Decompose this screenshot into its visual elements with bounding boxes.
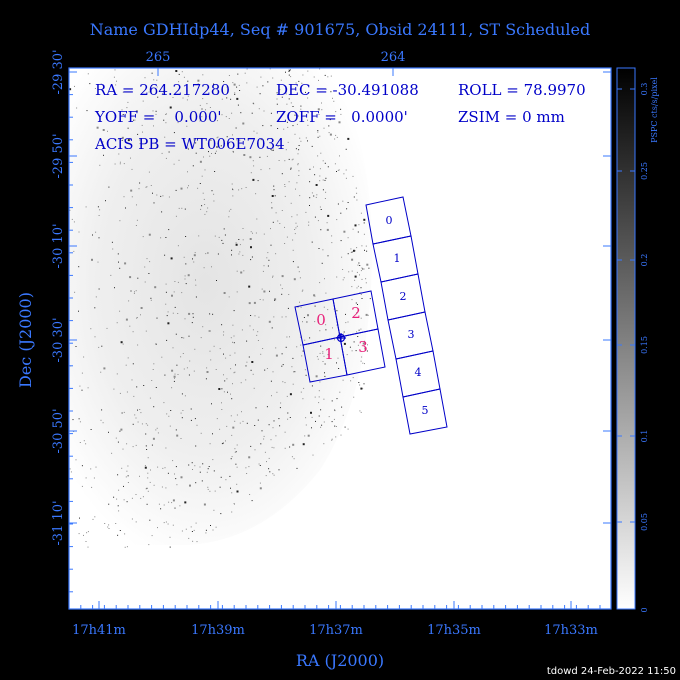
- x-tick-top-264: 264: [381, 50, 406, 65]
- acis-i-array: [294, 290, 386, 383]
- acis-i-chip-labels: 0 2 1 3: [316, 304, 368, 363]
- info-yoff: YOFF = 0.000': [94, 108, 222, 126]
- y-tick-m29-30: -29 30': [51, 49, 66, 94]
- info-dec: DEC = -30.491088: [276, 81, 419, 99]
- cbar-tick-0-15: 0.15: [640, 336, 649, 354]
- acis-s-label-3: 3: [408, 328, 415, 341]
- y-tick-m31-10: -31 10': [51, 500, 66, 545]
- x-axis-label: RA (J2000): [296, 651, 384, 670]
- colorbar-tick-labels: 0.3 0.25 0.2 0.15 0.1 0.05 0: [640, 83, 649, 613]
- x-tick-top-265: 265: [146, 50, 171, 65]
- x-tick-17h39m: 17h39m: [191, 623, 245, 638]
- info-zsim: ZSIM = 0 mm: [458, 108, 565, 126]
- info-acis: ACIS PB = WT006E7034: [94, 135, 285, 153]
- x-tick-17h37m: 17h37m: [309, 623, 363, 638]
- y-tick-m29-50: -29 50': [51, 133, 66, 178]
- cbar-tick-0-05: 0.05: [640, 513, 649, 531]
- aimpoint-marker: [336, 333, 346, 343]
- cbar-tick-0-25: 0.25: [640, 162, 649, 180]
- cbar-tick-0-1: 0.1: [640, 430, 649, 443]
- colorbar-gradient: [617, 68, 635, 609]
- y-tick-m30-10: -30 10': [51, 223, 66, 268]
- axis-ticks: [68, 68, 611, 609]
- acis-s-label-5: 5: [422, 404, 429, 417]
- cbar-tick-0: 0: [640, 607, 649, 612]
- x-tick-17h35m: 17h35m: [427, 623, 481, 638]
- colorbar-frame: [616, 67, 636, 610]
- acis-s-chip-5: [402, 388, 448, 435]
- acis-i-label-2: 2: [351, 304, 361, 322]
- info-zoff: ZOFF = 0.0000': [276, 108, 408, 126]
- cbar-tick-0-2: 0.2: [640, 254, 649, 267]
- x-tick-17h41m: 17h41m: [72, 623, 126, 638]
- plot-title: Name GDHIdp44, Seq # 901675, Obsid 24111…: [90, 20, 591, 39]
- y-tick-m30-30: -30 30': [51, 317, 66, 362]
- colorbar-ticks: [617, 88, 635, 610]
- x-tick-17h33m: 17h33m: [544, 623, 598, 638]
- footer-stamp: tdowd 24-Feb-2022 11:50: [547, 666, 676, 677]
- acis-s-array: [365, 196, 448, 435]
- colorbar-label: PSPC cts/s/pixel: [650, 77, 659, 143]
- acis-s-chip-labels: 0 1 2 3 4 5: [386, 214, 429, 417]
- acis-i-label-1: 1: [324, 345, 334, 363]
- info-roll: ROLL = 78.9970: [458, 81, 586, 99]
- acis-i-label-3: 3: [358, 338, 368, 356]
- cbar-tick-0-3: 0.3: [640, 83, 649, 96]
- acis-s-label-1: 1: [394, 252, 401, 265]
- y-axis-label: Dec (J2000): [16, 292, 35, 388]
- info-ra: RA = 264.217280: [95, 81, 230, 99]
- acis-i-label-0: 0: [316, 311, 326, 329]
- acis-i-chip-3: [339, 328, 386, 376]
- acis-s-label-2: 2: [400, 290, 407, 303]
- rosat-background-image: [69, 68, 372, 548]
- acis-s-label-4: 4: [415, 366, 422, 379]
- y-tick-m30-50: -30 50': [51, 408, 66, 453]
- acis-s-label-0: 0: [386, 214, 393, 227]
